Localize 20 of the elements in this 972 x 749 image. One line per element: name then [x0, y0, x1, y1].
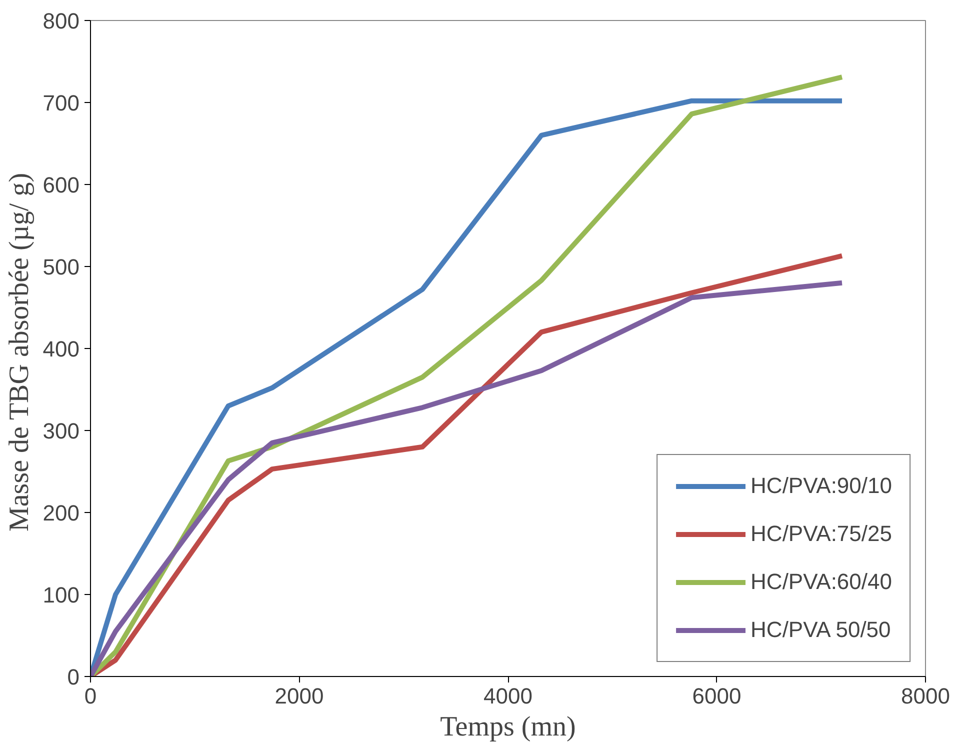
legend-label: HC/PVA 50/50 [750, 617, 891, 643]
y-tick-label: 500 [42, 254, 80, 280]
x-tick-label: 8000 [901, 684, 950, 708]
legend-label: HC/PVA:90/10 [750, 473, 892, 499]
y-tick-label: 300 [42, 418, 80, 444]
y-tick-label: 800 [42, 8, 80, 34]
x-tick-label: 0 [84, 684, 97, 708]
x-tick-label: 6000 [692, 684, 742, 708]
y-tick-label: 400 [42, 336, 80, 362]
x-axis-title: Temps (mn) [440, 712, 576, 742]
y-tick-label: 100 [42, 582, 80, 608]
y-tick-label: 700 [42, 90, 80, 116]
x-tick-label: 2000 [274, 684, 324, 708]
y-tick-label: 200 [42, 500, 80, 526]
legend-label: HC/PVA:75/25 [750, 521, 892, 547]
x-tick-label: 4000 [484, 684, 532, 708]
y-tick-label: 600 [42, 172, 80, 198]
y-axis-title: Masse de TBG absorbée (µg/ g) [4, 172, 35, 532]
y-tick-label: 0 [67, 664, 80, 690]
legend-label: HC/PVA:60/40 [750, 569, 892, 595]
